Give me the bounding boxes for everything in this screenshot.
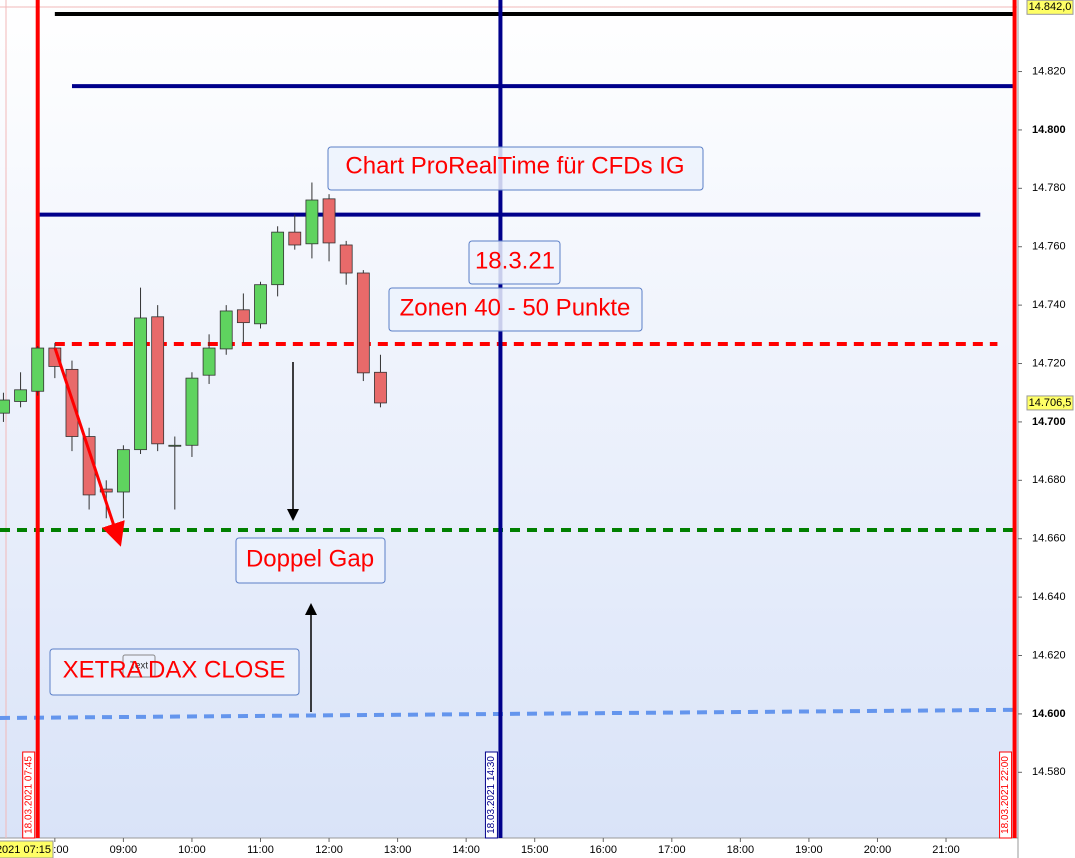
annotation-box xyxy=(388,287,643,332)
y-tick-label: 14.680 xyxy=(1032,474,1066,486)
y-tick-label: 14.700 xyxy=(1032,416,1066,428)
candle-body xyxy=(339,244,353,274)
candle-body xyxy=(99,488,113,493)
y-tick-label: 14.580 xyxy=(1032,766,1066,778)
annotations: Chart ProRealTime für CFDs IG 18.3.21 Zo… xyxy=(49,146,704,712)
x-tick-label: 21:00 xyxy=(932,844,960,856)
annotation: 18.3.21 xyxy=(475,247,555,274)
candle-body xyxy=(374,371,387,404)
time-line-label: 18.03.2021 14:30 xyxy=(486,756,497,834)
x-tick-label: 14:00 xyxy=(452,844,480,856)
x-tick-label: 12:00 xyxy=(315,844,343,856)
time-line-label: 18.03.2021 07:45 xyxy=(23,756,34,834)
candle-body xyxy=(151,316,165,445)
candle-body xyxy=(168,444,182,447)
candle-body xyxy=(219,310,233,350)
arrow xyxy=(53,347,125,547)
y-tick-label: 14.660 xyxy=(1032,533,1066,545)
x-start-label: 18.03.2021 07:15 xyxy=(0,844,51,856)
time-line-label: 18.03.2021 22:00 xyxy=(1000,756,1011,834)
x-tick-label: 10:00 xyxy=(178,844,206,856)
x-tick-label: 17:00 xyxy=(658,844,686,856)
x-tick-label: 15:00 xyxy=(521,844,549,856)
y-tick-label: 14.740 xyxy=(1032,299,1066,311)
y-tick-label: 14.620 xyxy=(1032,649,1066,661)
price-label-box xyxy=(1026,0,1074,15)
candle-body xyxy=(288,231,302,246)
candle-body xyxy=(271,231,285,286)
candles xyxy=(0,182,387,519)
annotation-box xyxy=(235,537,386,584)
candle-body xyxy=(134,317,147,451)
annotation-box xyxy=(122,654,156,678)
x-tick-label: 09:00 xyxy=(110,844,138,856)
y-tick-label: 14.800 xyxy=(1032,124,1066,136)
candle-body xyxy=(116,449,130,493)
plot-background xyxy=(0,0,1018,838)
y-tick-label: 14.820 xyxy=(1032,65,1066,77)
candle-body xyxy=(202,347,216,376)
candle-body xyxy=(254,284,267,325)
candle-body xyxy=(236,309,250,324)
price-label-box xyxy=(1026,395,1074,411)
time-line-label-box xyxy=(484,751,498,839)
candle-body xyxy=(322,198,336,244)
candle-body xyxy=(356,272,370,374)
price-label: 14.842,0 xyxy=(1029,1,1072,13)
x-tick-label: 18:00 xyxy=(727,844,755,856)
annotation-box xyxy=(327,146,704,191)
drawn-lines: 18.03.2021 07:45 18.03.2021 14:30 18.03.20… xyxy=(0,0,1017,839)
annotation: Doppel Gap xyxy=(246,545,374,572)
annotation-box xyxy=(468,240,561,285)
annotation-box xyxy=(49,648,300,696)
price-label: 14.706,5 xyxy=(1029,397,1072,409)
candle-body xyxy=(305,199,319,245)
annotation: Chart ProRealTime für CFDs IG xyxy=(345,152,684,179)
candle-body xyxy=(31,347,45,392)
time-line-label-box xyxy=(999,751,1013,839)
x-tick-label: 19:00 xyxy=(795,844,823,856)
time-axis xyxy=(0,838,1018,858)
x-tick-label: 11:00 xyxy=(247,844,274,856)
price-axis xyxy=(1018,0,1075,858)
y-tick-label: 14.760 xyxy=(1032,241,1066,253)
annotation: Zonen 40 - 50 Punkte xyxy=(400,294,631,321)
time-line-label-box xyxy=(22,751,36,839)
annotation: Text xyxy=(130,661,149,672)
candle-body xyxy=(0,399,10,414)
x-start-label-box xyxy=(0,840,54,858)
y-tick-label: 14.640 xyxy=(1032,591,1066,603)
y-tick-label: 14.720 xyxy=(1032,357,1066,369)
candle-body xyxy=(14,389,27,402)
y-tick-label: 14.600 xyxy=(1032,708,1066,720)
x-tick-label: 20:00 xyxy=(864,844,892,856)
x-tick-label: 16:00 xyxy=(589,844,617,856)
y-tick-label: 14.780 xyxy=(1032,182,1066,194)
annotation: XETRA DAX CLOSE xyxy=(63,656,286,683)
candle-body xyxy=(185,377,199,446)
x-tick-label: 13:00 xyxy=(384,844,412,856)
